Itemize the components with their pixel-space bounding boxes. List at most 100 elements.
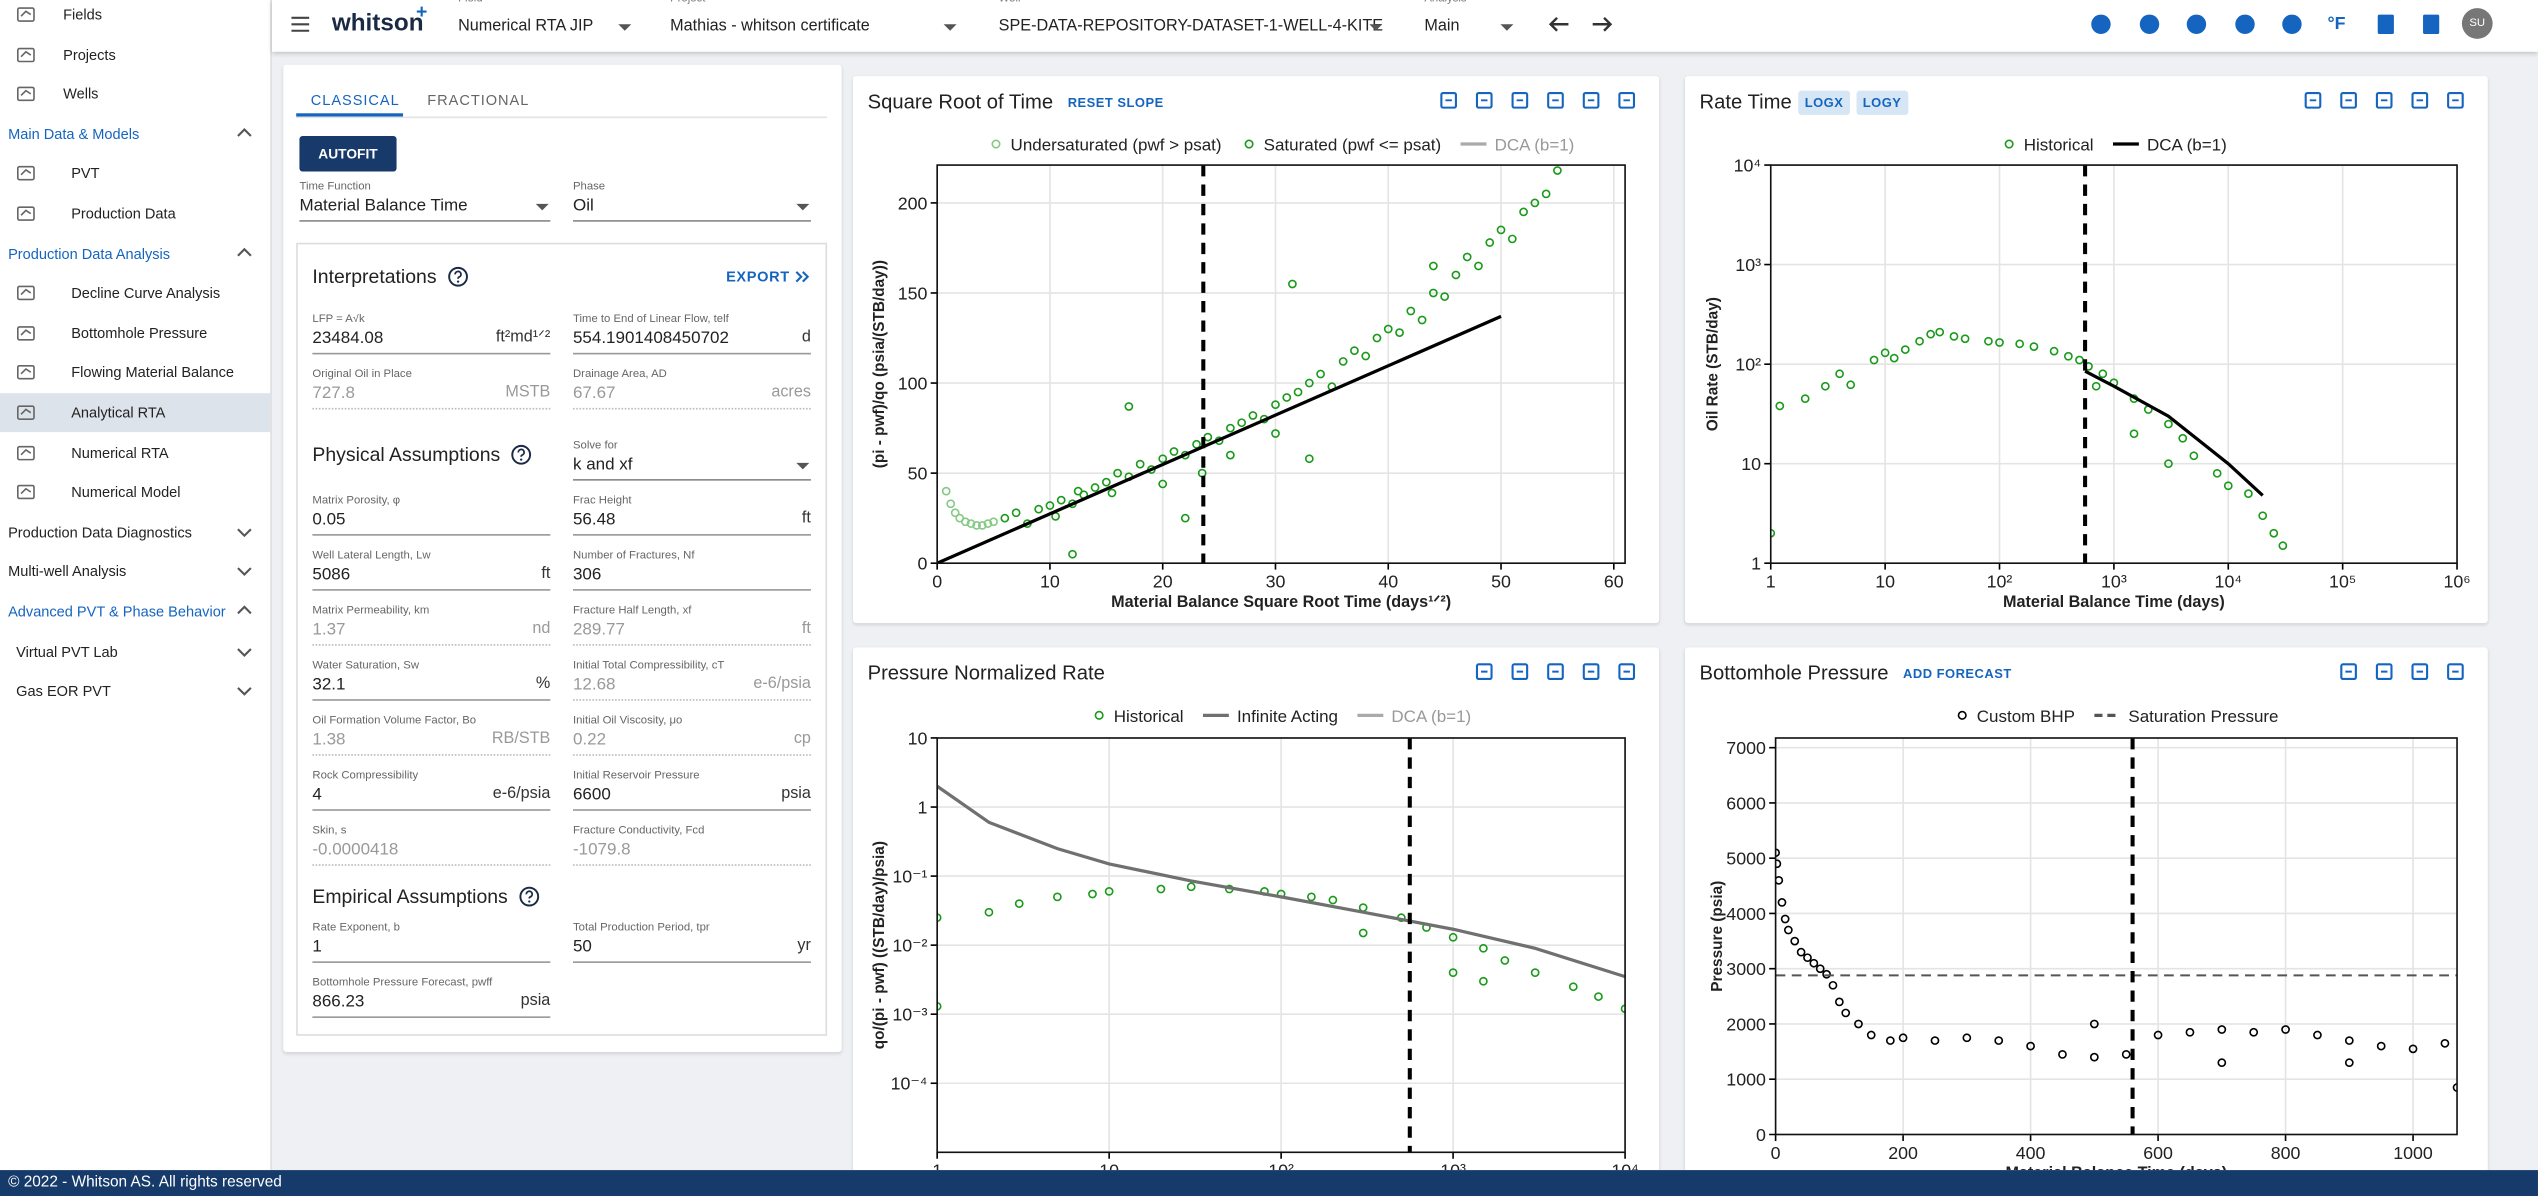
- sidebar-group[interactable]: Production Data Analysis: [0, 234, 270, 273]
- sidebar-group[interactable]: Advanced PVT & Phase Behavior: [0, 592, 270, 631]
- sidebar-item[interactable]: Numerical Model: [0, 473, 270, 512]
- data-point: [1224, 884, 1234, 894]
- field-text: 554.1901408450702: [572, 328, 729, 348]
- unit-toggle[interactable]: °F: [2327, 14, 2346, 34]
- field-label: Oil Formation Volume Factor, Bo: [312, 715, 477, 727]
- header-select[interactable]: Analysis Main: [1424, 0, 1518, 52]
- select-label: Phase: [572, 181, 606, 193]
- field[interactable]: Water Saturation, Sw 32.1%: [312, 655, 551, 710]
- legend: Historical Infinite Acting DCA (b=1): [1094, 707, 1471, 726]
- field-value: 306: [572, 562, 811, 591]
- legend-label: DCA (b=1): [2147, 136, 2227, 155]
- field-text: 727.8: [312, 383, 355, 403]
- select-label: Project: [670, 0, 705, 5]
- data-point: [2129, 394, 2139, 404]
- sidebar-item[interactable]: PVT: [0, 154, 270, 193]
- sidebar-item[interactable]: Virtual PVT Lab: [0, 632, 270, 671]
- sidebar-item[interactable]: Production Data: [0, 194, 270, 233]
- sidebar-group[interactable]: Main Data & Models: [0, 115, 270, 154]
- x-tick-label: 10⁴: [1611, 1161, 1638, 1171]
- field[interactable]: Rock Compressibility 4 e-6/psia: [312, 766, 551, 821]
- field-value: 4 e-6/psia: [312, 782, 551, 811]
- field[interactable]: Matrix Porosity, φ 0.05: [312, 490, 551, 545]
- sidebar-group[interactable]: Production Data Diagnostics: [0, 513, 270, 552]
- data-point: [1248, 411, 1258, 420]
- plot-frame: [936, 737, 1626, 1154]
- tab[interactable]: FRACTIONAL: [427, 92, 530, 109]
- field[interactable]: Rate Exponent, b 1: [312, 918, 551, 973]
- tab[interactable]: CLASSICAL: [310, 92, 400, 109]
- field-unit: ft²md¹ᐟ²: [495, 328, 551, 347]
- export-button[interactable]: EXPORT: [573, 269, 811, 285]
- data-point: [1192, 439, 1201, 449]
- chart-button[interactable]: ADD FORECAST: [1903, 665, 2012, 681]
- x-tick-label: 10³: [2101, 571, 2127, 591]
- data-point: [1507, 234, 1517, 244]
- select[interactable]: Solve for k and xf: [572, 430, 811, 480]
- sidebar-item[interactable]: Wells: [0, 75, 270, 114]
- data-point: [1304, 378, 1314, 388]
- icon: [237, 647, 252, 657]
- sidebar-item[interactable]: Gas EOR PVT: [0, 672, 270, 711]
- field-value: 1.38 RB/STB: [312, 727, 551, 756]
- legend-label: Saturated (pwf <= psat): [1264, 136, 1442, 155]
- data-point: [1113, 468, 1122, 478]
- sidebar-item[interactable]: Flowing Material Balance: [0, 353, 270, 392]
- field-text: -1079.8: [572, 839, 631, 860]
- field[interactable]: Frac Height 56.48 ft: [572, 490, 811, 545]
- select[interactable]: Time Function Material Balance Time: [299, 181, 551, 222]
- data-point: [1530, 198, 1540, 208]
- avatar[interactable]: SU: [2461, 8, 2493, 39]
- field[interactable]: Time to End of Linear Flow, telf 554.1901…: [572, 309, 811, 364]
- sidebar-item[interactable]: Projects: [0, 35, 270, 74]
- data-point: [1770, 528, 1776, 538]
- data-point: [2376, 1041, 2386, 1051]
- chart-header: Bottomhole Pressure ADD FORECAST: [1700, 660, 2012, 686]
- data-point: [1500, 956, 1510, 965]
- field[interactable]: Bottomhole Pressure Forecast, pwff 866.23…: [312, 973, 551, 1028]
- autofit-button[interactable]: AUTOFIT: [299, 135, 397, 172]
- top-bar: whitson+ Field Numerical RTA JIP Project Mat…: [271, 0, 2538, 52]
- select-value: Main: [1424, 17, 1460, 36]
- data-point: [1796, 947, 1806, 957]
- field[interactable]: Number of Fractures, Nf 306: [572, 545, 811, 600]
- field-text: 12.68: [572, 674, 616, 695]
- field-value: 0.05: [312, 507, 551, 536]
- x-tick-label: 200: [1888, 1143, 1918, 1163]
- data-point: [1620, 1004, 1626, 1014]
- icon: [2447, 663, 2464, 680]
- chart-button[interactable]: RESET SLOPE: [1067, 94, 1164, 110]
- data-point: [1822, 969, 1831, 979]
- legend-label: Historical: [1114, 707, 1184, 726]
- field[interactable]: LFP = A√k 23484.08 ft²md¹ᐟ²: [312, 309, 551, 364]
- sidebar-group[interactable]: Multi-well Analysis: [0, 553, 270, 592]
- sidebar-item[interactable]: Fields: [0, 0, 270, 34]
- header-select[interactable]: Well SPE-DATA-REPOSITORY-DATASET-1-WELL-4…: [999, 0, 1387, 52]
- select[interactable]: Phase Oil: [572, 181, 811, 222]
- data-point: [1124, 472, 1134, 482]
- chart-button[interactable]: LOGY: [1856, 89, 1908, 115]
- data-point: [2089, 1052, 2099, 1062]
- data-point: [1800, 394, 1810, 404]
- header-select[interactable]: Project Mathias - whitson certificate: [670, 0, 961, 52]
- sidebar-item[interactable]: Bottomhole Pressure: [0, 314, 270, 353]
- data-point: [1496, 225, 1506, 235]
- icon: [237, 127, 252, 137]
- field-unit: ft: [801, 509, 811, 528]
- sidebar-item[interactable]: Numerical RTA: [0, 433, 270, 472]
- data-point: [2189, 451, 2199, 461]
- data-point: [1828, 980, 1838, 990]
- field[interactable]: Total Production Period, tpr 50 yr: [572, 918, 811, 973]
- sidebar-item[interactable]: Decline Curve Analysis: [0, 274, 270, 313]
- chart-button[interactable]: LOGX: [1798, 89, 1850, 115]
- data-point: [2058, 1050, 2067, 1059]
- legend: Custom BHP Saturation Pressure: [1957, 707, 2279, 726]
- data-point: [966, 519, 976, 528]
- sidebar-item[interactable]: Analytical RTA: [0, 393, 271, 433]
- y-tick-label: 10²: [1735, 355, 1761, 375]
- header-select[interactable]: Field Numerical RTA JIP: [458, 0, 636, 52]
- x-tick-label: 10: [1040, 571, 1060, 591]
- field[interactable]: Well Lateral Length, Lw 5086 ft: [312, 545, 551, 600]
- data-point: [1960, 334, 1970, 344]
- field[interactable]: Initial Reservoir Pressure 6600 psia: [572, 766, 811, 821]
